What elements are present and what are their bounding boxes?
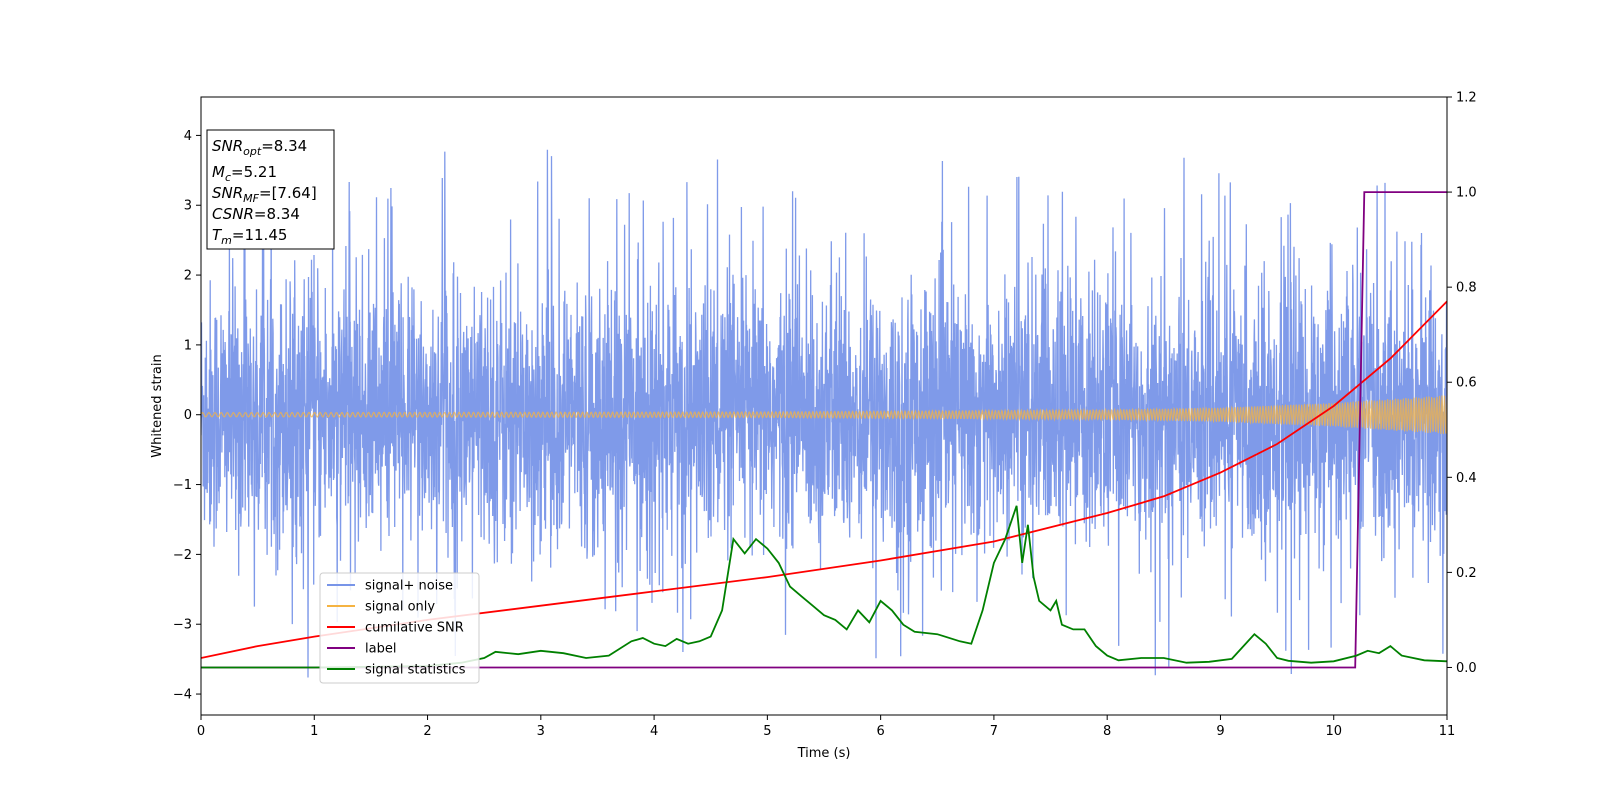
legend: signal+ noise signal only cumilative SNR la… [319,572,480,684]
y-right-tick-label: 0.4 [1456,471,1477,486]
legend-entry-label: label [365,642,396,657]
y-right-tick-label: 0.0 [1456,661,1477,676]
x-tick-label: 8 [1103,724,1111,739]
x-tick-label: 6 [876,724,884,739]
y-left-tick-label: 4 [184,129,192,144]
x-tick-label: 0 [197,724,205,739]
y-axis-label: Whitened strain [150,354,165,457]
y-left-tick-label: 3 [184,199,192,214]
y-left-tick-label: 1 [184,338,192,353]
y-left-tick-label: −2 [173,548,192,563]
y-right-tick-label: 1.2 [1456,91,1477,106]
series-signal-noise [201,149,1447,678]
x-tick-label: 1 [310,724,318,739]
x-tick-label: 7 [990,724,998,739]
y-left-tick-label: −3 [173,618,192,633]
plot-frame [200,96,1448,716]
series-signal-statistics [201,505,1447,669]
legend-entry-label: signal statistics [365,663,466,678]
x-tick-label: 9 [1216,724,1224,739]
annotation-line: Mc=5.21 [212,163,277,184]
x-tick-label: 11 [1439,724,1456,739]
legend-entry-label: cumilative SNR [365,621,464,636]
legend-frame [319,572,480,684]
annotation-frame [206,129,335,250]
legend-entry-label: signal+ noise [365,579,453,594]
x-tick-label: 10 [1325,724,1342,739]
series-signal-only [201,395,1447,435]
y-left-tick-label: 0 [184,408,192,423]
x-tick-label: 3 [537,724,545,739]
y-right-tick-label: 0.6 [1456,376,1477,391]
x-tick-label: 2 [423,724,431,739]
y-right-tick-label: 1.0 [1456,186,1477,201]
y-left-tick-label: 2 [184,269,192,284]
x-tick-label: 5 [763,724,771,739]
y-right-tick-label: 0.2 [1456,566,1477,581]
x-axis-label: Time (s) [797,746,851,761]
y-left-tick-label: −1 [173,478,192,493]
axes: 0 1 2 3 4 5 6 7 8 9 10 11 −4 −3 −2 −1 0 1 2 3 4 0.0 0.2 0.4 0.6 0… [173,91,1477,740]
y-right-tick-label: 0.8 [1456,281,1477,296]
series-label [201,191,1447,669]
annotation-line: CSNR=8.34 [212,205,300,223]
legend-entry-label: signal only [365,600,435,615]
x-tick-label: 4 [650,724,658,739]
annotation-line: SNRopt=8.34 [212,137,307,158]
y-left-tick-label: −4 [173,688,192,703]
annotation-line: Tm=11.45 [212,226,287,247]
annotation-line: SNRMF=[7.64] [212,184,317,205]
